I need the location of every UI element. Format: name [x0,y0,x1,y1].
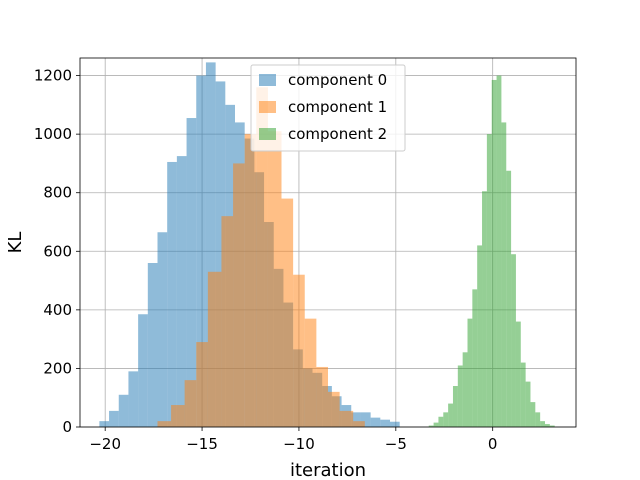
x-tick-label: −5 [385,435,407,453]
histogram-bar [545,424,550,427]
histogram-bar [244,134,257,427]
histogram-bar [496,75,502,428]
x-tick-label: −20 [89,435,121,453]
x-tick-label: −15 [186,435,218,453]
histogram-bar [293,274,305,427]
histogram-bar [370,417,381,427]
x-axis-ticks: −20 −15 −10 −5 0 [89,427,497,453]
histogram-bar [525,381,531,427]
histogram-bar [171,405,185,427]
histogram-bar [491,79,497,427]
histogram-bar [467,318,473,427]
histogram-bar [281,198,294,427]
histogram-bar [157,232,168,427]
histogram-bar [457,365,463,427]
histogram-bar [448,403,453,427]
histogram-bar [360,412,371,427]
histogram-bar [452,386,458,427]
y-tick-label: 800 [43,184,72,202]
histogram-bar [176,156,187,427]
histogram-bar [351,412,361,427]
legend: component 0 component 1 component 2 [250,64,406,152]
histogram-bar [316,366,328,427]
histogram-bar [184,380,197,427]
series-1-bars [157,87,365,428]
histogram-bar [501,122,507,427]
histogram-bar [515,321,521,427]
histogram-bar [549,425,555,427]
x-axis-title: iteration [290,460,366,480]
x-tick-label: −10 [283,435,315,453]
series-2-bars [428,75,555,428]
histogram-bar [353,421,365,427]
legend-swatch [259,101,276,113]
x-tick-label: 0 [488,435,498,453]
histogram-bar [380,419,390,427]
histogram-bar [147,263,158,427]
histogram-bar [138,314,148,427]
histogram-bar [167,161,177,427]
histogram-bar [486,134,492,427]
legend-label: component 0 [288,71,387,89]
y-axis-title: KL [5,232,26,254]
legend-label: component 2 [288,125,387,143]
histogram-bar [118,394,129,427]
histogram-bar [233,163,245,427]
histogram-bar [477,245,483,427]
histogram-bar [443,412,449,427]
y-tick-label: 1000 [34,125,72,143]
histogram-bar [511,254,516,427]
histogram-bar [339,410,354,427]
histogram-bars [99,62,555,428]
legend-swatch [259,74,276,86]
histogram-bar [530,402,536,427]
histogram-bar [304,318,317,427]
histogram-bar [109,410,119,427]
histogram-bar [535,412,541,427]
legend-label: component 1 [288,98,387,116]
legend-swatch [259,128,276,140]
histogram-bar [506,170,512,427]
histogram-bar [520,362,526,427]
histogram-bar [328,391,340,427]
y-tick-label: 600 [43,242,72,260]
histogram-bar [196,342,208,427]
histogram-bar [221,216,234,427]
histogram-bar [540,421,545,427]
histogram-bar [186,118,197,428]
histogram-bar [99,421,110,427]
y-tick-label: 400 [43,301,72,319]
histogram-bar [256,87,268,428]
plot-area-frame [79,57,577,428]
histogram-bar [205,62,216,428]
histogram-bar [433,422,439,427]
histogram-bar [462,352,468,427]
y-axis-ticks: 0 200 400 600 800 1000 1200 [34,67,80,436]
histogram-bar [196,75,206,428]
histogram-bar [428,425,434,427]
histogram-bar [157,421,172,427]
histogram-bar [390,421,400,427]
y-tick-label: 1200 [34,67,72,85]
y-tick-label: 0 [62,418,72,436]
histogram-bar [128,371,139,427]
histogram-bar [215,81,226,427]
y-tick-label: 200 [43,359,72,377]
histogram-bar [472,289,478,427]
legend-box [250,64,406,152]
histogram-bar [438,416,444,427]
histogram-bar [207,271,222,427]
histogram-bar [267,131,282,427]
histogram-bar [482,191,487,427]
